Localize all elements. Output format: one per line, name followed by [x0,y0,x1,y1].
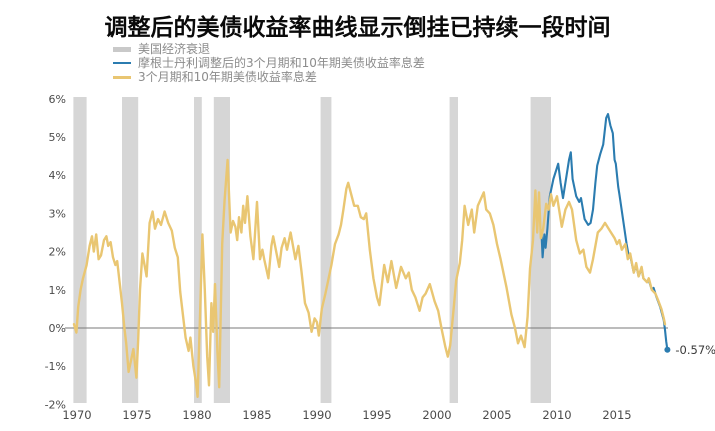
recession-band [530,97,551,403]
y-tick-label: 2% [49,246,66,259]
legend-label: 3个月期和10年期美债收益率息差 [138,70,317,84]
yellow-line-swatch-icon [113,75,131,79]
x-tick-label: 2005 [482,408,511,422]
y-tick-label: 0% [49,322,66,335]
x-tick-label: 2015 [602,408,631,422]
blue-line-swatch-icon [113,62,131,64]
recession-band [320,97,332,403]
recession-swatch-icon [113,46,131,52]
x-tick-label: 2010 [542,408,571,422]
y-tick-label: 1% [49,284,66,297]
x-tick-label: 1970 [62,408,91,422]
recession-band [73,97,87,403]
x-tick-label: 1985 [242,408,271,422]
chart-title: 调整后的美债收益率曲线显示倒挂已持续一段时间 [104,15,611,41]
y-tick-label: -1% [45,360,66,373]
legend-item-spread: 3个月期和10年期美债收益率息差 [113,71,425,83]
x-tick-label: 2000 [422,408,451,422]
legend-item-recession: 美国经济衰退 [113,43,425,55]
x-tick-label: 1975 [122,408,151,422]
chart-legend: 美国经济衰退 摩根士丹利调整后的3个月期和10年期美债收益率息差 3个月期和10… [113,43,425,83]
recession-band [122,97,139,403]
y-tick-label: 6% [49,93,66,106]
y-tick-label: -2% [45,398,66,411]
y-tick-label: 5% [49,131,66,144]
x-tick-label: 1980 [182,408,211,422]
x-tick-label: 1990 [302,408,331,422]
y-tick-label: 3% [49,207,66,220]
legend-label: 摩根士丹利调整后的3个月期和10年期美债收益率息差 [138,56,425,70]
recession-band [194,97,202,403]
legend-item-adjusted-spread: 摩根士丹利调整后的3个月期和10年期美债收益率息差 [113,57,425,69]
recession-band [449,97,458,403]
legend-label: 美国经济衰退 [138,42,211,56]
line-end-dot [664,346,671,353]
y-tick-label: 4% [49,169,66,182]
x-tick-label: 1995 [362,408,391,422]
spread-line [72,158,667,398]
end-value-label: -0.57% [675,343,715,357]
adjusted-spread-line [540,113,669,351]
